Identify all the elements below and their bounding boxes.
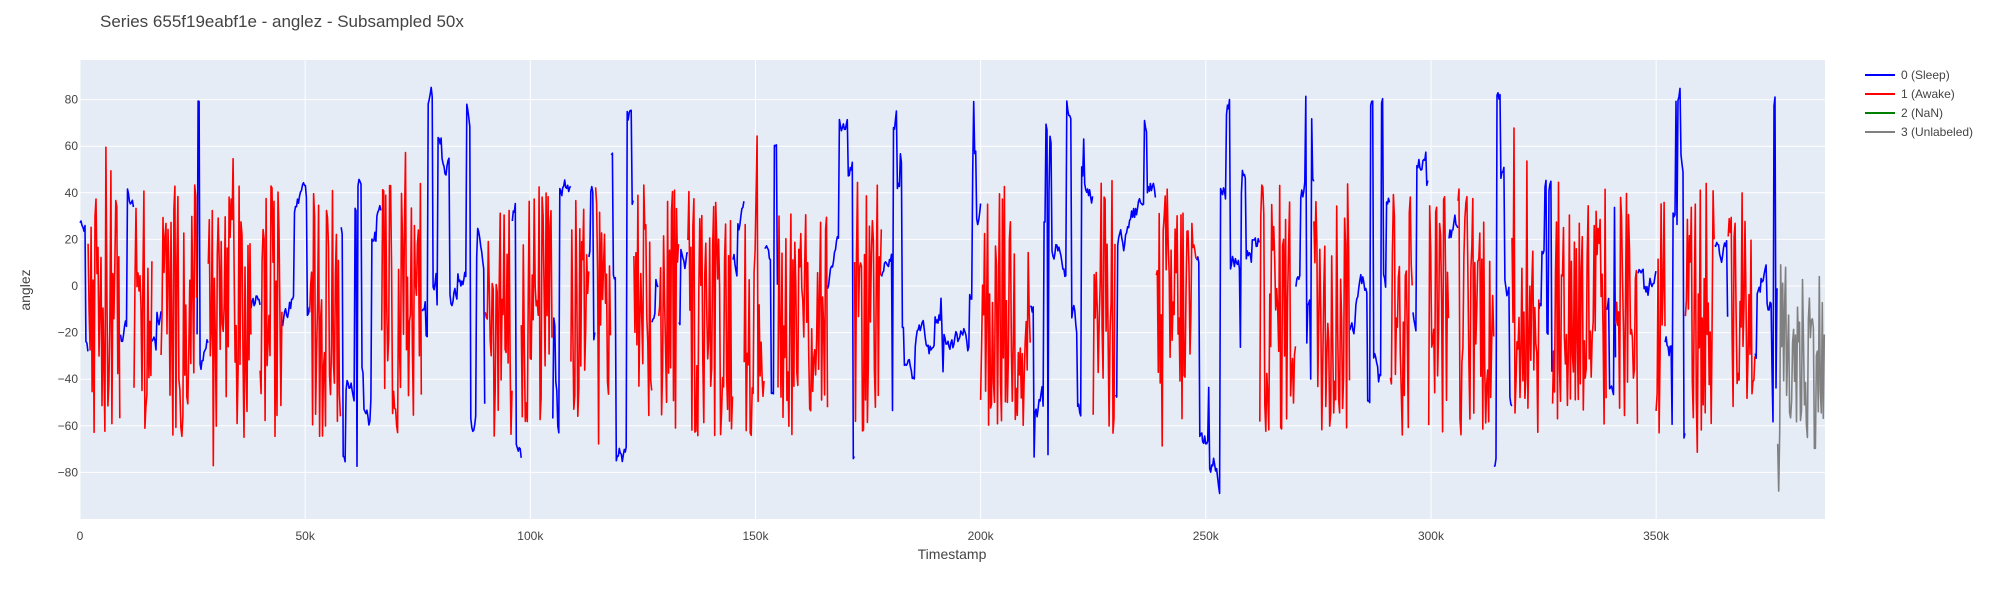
x-tick-label: 50k	[295, 529, 315, 543]
y-tick-label: 80	[65, 93, 79, 107]
legend-item[interactable]: 2 (NaN)	[1865, 106, 1943, 120]
x-tick-label: 250k	[1193, 529, 1220, 543]
x-axis-title: Timestamp	[918, 546, 987, 562]
x-tick-label: 300k	[1418, 529, 1445, 543]
series-lines	[79, 86, 1826, 495]
y-tick-label: −40	[58, 372, 79, 386]
chart-title: Series 655f19eabf1e - anglez - Subsample…	[100, 12, 464, 31]
x-tick-label: 200k	[968, 529, 995, 543]
series-line	[87, 127, 1756, 467]
series-line	[1776, 264, 1826, 492]
legend-item[interactable]: 1 (Awake)	[1865, 87, 1955, 101]
legend-label: 0 (Sleep)	[1901, 68, 1950, 82]
series-line	[79, 86, 1778, 495]
y-tick-label: −80	[58, 465, 79, 479]
y-tick-label: −60	[58, 419, 79, 433]
legend-label: 3 (Unlabeled)	[1901, 125, 1973, 139]
x-tick-label: 0	[77, 529, 84, 543]
legend-item[interactable]: 0 (Sleep)	[1865, 68, 1950, 82]
y-tick-label: 40	[65, 186, 79, 200]
legend-item[interactable]: 3 (Unlabeled)	[1865, 125, 1973, 139]
y-tick-label: 0	[71, 279, 78, 293]
y-tick-label: −20	[58, 326, 79, 340]
x-tick-label: 350k	[1643, 529, 1670, 543]
y-tick-label: 20	[65, 232, 79, 246]
x-tick-label: 100k	[517, 529, 544, 543]
y-tick-label: 60	[65, 139, 79, 153]
legend-label: 1 (Awake)	[1901, 87, 1955, 101]
tick-labels: 0 50k 100k 150k 200k 250k 300k 350k −80 −60 −40 −20…	[58, 93, 1670, 543]
y-axis-title: anglez	[17, 269, 33, 310]
legend-label: 2 (NaN)	[1901, 106, 1943, 120]
legend[interactable]: 0 (Sleep) 1 (Awake) 2 (NaN) 3 (Unlabeled)	[1865, 68, 1973, 139]
x-tick-label: 150k	[742, 529, 769, 543]
